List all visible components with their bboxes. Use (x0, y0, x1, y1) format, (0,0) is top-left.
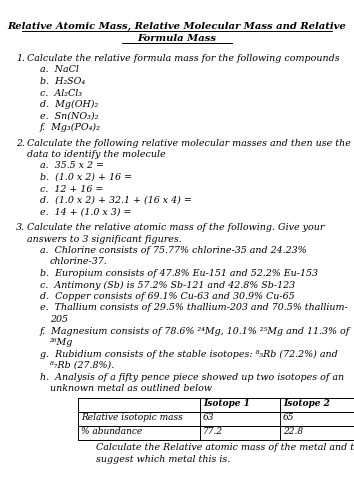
Text: 3.: 3. (16, 223, 25, 232)
Text: Calculate the following relative molecular masses and then use the: Calculate the following relative molecul… (27, 138, 351, 147)
Text: e.  Sn(NO₃)₂: e. Sn(NO₃)₂ (40, 112, 98, 120)
Text: b.  Europium consists of 47.8% Eu-151 and 52.2% Eu-153: b. Europium consists of 47.8% Eu-151 and… (40, 269, 318, 278)
Text: Isotope 2: Isotope 2 (283, 399, 330, 408)
Text: e.  Thallium consists of 29.5% thallium-203 and 70.5% thallium-: e. Thallium consists of 29.5% thallium-2… (40, 304, 348, 312)
Text: Relative Atomic Mass, Relative Molecular Mass and Relative: Relative Atomic Mass, Relative Molecular… (8, 22, 346, 31)
Text: a.  35.5 x 2 =: a. 35.5 x 2 = (40, 162, 104, 170)
Text: a.  NaCl: a. NaCl (40, 66, 79, 74)
Text: Calculate the Relative atomic mass of the metal and then: Calculate the Relative atomic mass of th… (96, 444, 354, 452)
Text: e.  14 + (1.0 x 3) =: e. 14 + (1.0 x 3) = (40, 208, 131, 216)
Text: d.  Copper consists of 69.1% Cu-63 and 30.9% Cu-65: d. Copper consists of 69.1% Cu-63 and 30… (40, 292, 295, 301)
Text: b.  (1.0 x 2) + 16 =: b. (1.0 x 2) + 16 = (40, 173, 132, 182)
Text: suggest which metal this is.: suggest which metal this is. (96, 455, 230, 464)
Text: % abundance: % abundance (81, 427, 142, 436)
Text: ²⁶Mg: ²⁶Mg (50, 338, 73, 347)
Text: c.  Al₂Cl₃: c. Al₂Cl₃ (40, 88, 82, 98)
Text: 63: 63 (203, 413, 215, 422)
Text: ⁸₇Rb (27.8%).: ⁸₇Rb (27.8%). (50, 361, 114, 370)
Text: 22.8: 22.8 (283, 427, 303, 436)
Text: c.  12 + 16 =: c. 12 + 16 = (40, 184, 103, 194)
Text: a.  Chlorine consists of 75.77% chlorine-35 and 24.23%: a. Chlorine consists of 75.77% chlorine-… (40, 246, 307, 255)
Text: f.  Magnesium consists of 78.6% ²⁴Mg, 10.1% ²⁵Mg and 11.3% of: f. Magnesium consists of 78.6% ²⁴Mg, 10.… (40, 326, 350, 336)
Text: 77.2: 77.2 (203, 427, 223, 436)
Text: d.  Mg(OH)₂: d. Mg(OH)₂ (40, 100, 98, 109)
Text: 1.: 1. (16, 54, 25, 63)
Text: b.  H₂SO₄: b. H₂SO₄ (40, 77, 85, 86)
Text: Calculate the relative formula mass for the following compounds: Calculate the relative formula mass for … (27, 54, 339, 63)
Text: Calculate the relative atomic mass of the following. Give your: Calculate the relative atomic mass of th… (27, 223, 324, 232)
Text: 2.: 2. (16, 138, 25, 147)
Text: Formula Mass: Formula Mass (137, 34, 217, 43)
Text: d.  (1.0 x 2) + 32.1 + (16 x 4) =: d. (1.0 x 2) + 32.1 + (16 x 4) = (40, 196, 192, 205)
Text: 65: 65 (283, 413, 295, 422)
Text: Relative isotopic mass: Relative isotopic mass (81, 413, 183, 422)
Text: f.  Mg₃(PO₄)₂: f. Mg₃(PO₄)₂ (40, 123, 101, 132)
Text: data to identify the molecule: data to identify the molecule (27, 150, 166, 159)
Text: 205: 205 (50, 315, 68, 324)
Text: answers to 3 significant figures.: answers to 3 significant figures. (27, 234, 182, 244)
Text: g.  Rubidium consists of the stable isotopes: ⁸₅Rb (72.2%) and: g. Rubidium consists of the stable isoto… (40, 350, 338, 358)
Text: unknown metal as outlined below: unknown metal as outlined below (50, 384, 212, 393)
Text: h.  Analysis of a fifty pence piece showed up two isotopes of an: h. Analysis of a fifty pence piece showe… (40, 372, 344, 382)
Text: c.  Antimony (Sb) is 57.2% Sb-121 and 42.8% Sb-123: c. Antimony (Sb) is 57.2% Sb-121 and 42.… (40, 280, 295, 289)
Text: Isotope 1: Isotope 1 (203, 399, 250, 408)
Text: chlorine-37.: chlorine-37. (50, 258, 108, 266)
